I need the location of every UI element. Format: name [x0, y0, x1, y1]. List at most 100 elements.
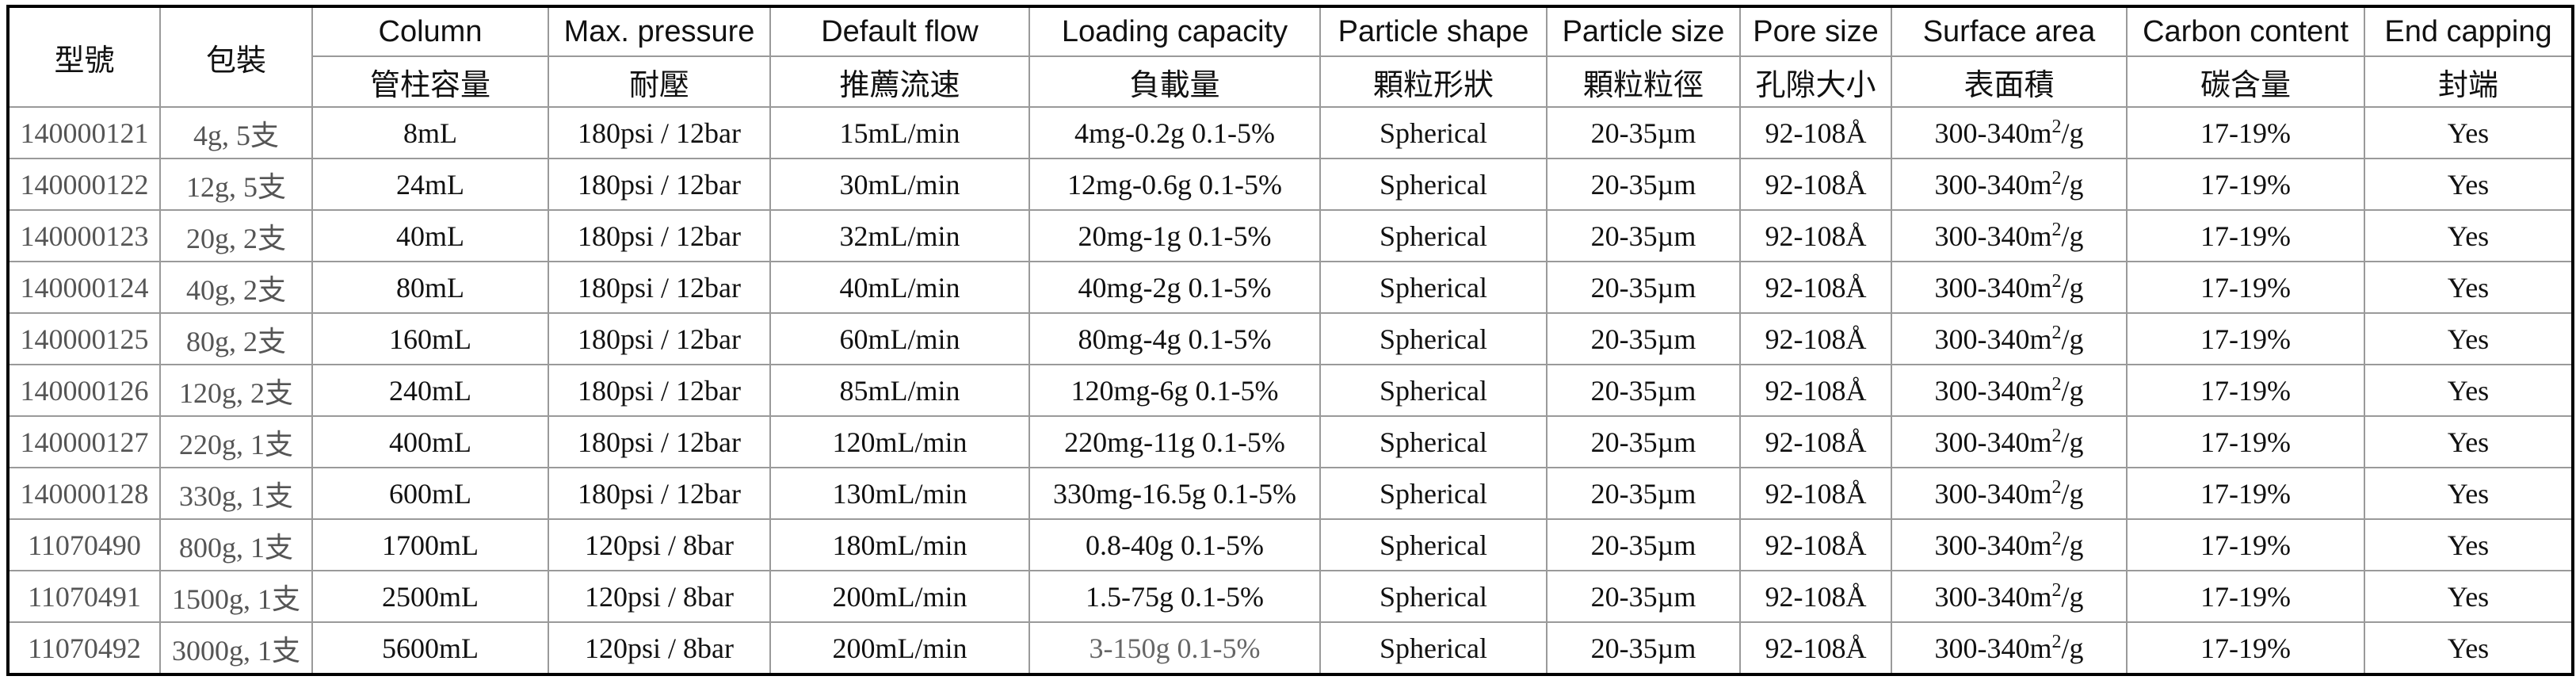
surface-area-exponent: 2 — [2051, 476, 2062, 498]
cell-loading: 12mg-0.6g 0.1-5% — [1028, 158, 1321, 211]
surface-area-value: 300-340m — [1934, 426, 2052, 458]
cell-shape: Spherical — [1319, 312, 1548, 365]
cell-shape: Spherical — [1319, 158, 1548, 211]
cell-column: 40mL — [311, 209, 549, 262]
header-pore-size-en: Pore size — [1739, 6, 1892, 57]
cell-loading: 80mg-4g 0.1-5% — [1028, 312, 1321, 365]
cell-carbon: 17-19% — [2126, 621, 2365, 675]
cell-pore-size: 92-108Å — [1739, 415, 1892, 468]
cell-package: 4g, 5支 — [159, 106, 313, 159]
surface-area-exponent: 2 — [2051, 270, 2062, 292]
cell-pressure: 180psi / 12bar — [548, 158, 771, 211]
table-row: 140000127 220g, 1支 400mL 180psi / 12bar 120m… — [7, 415, 2574, 468]
header-surface-area-en: Surface area — [1891, 6, 2128, 57]
cell-column: 600mL — [311, 467, 549, 520]
cell-carbon: 17-19% — [2126, 364, 2365, 417]
header-flow-zh: 推薦流速 — [769, 55, 1030, 108]
cell-pressure: 120psi / 8bar — [548, 518, 771, 571]
cell-package: 80g, 2支 — [159, 312, 313, 365]
cell-model: 140000121 — [7, 106, 161, 159]
cell-carbon: 17-19% — [2126, 467, 2365, 520]
surface-area-value: 300-340m — [1934, 220, 2052, 252]
cell-pressure: 180psi / 12bar — [548, 209, 771, 262]
cell-shape: Spherical — [1319, 518, 1548, 571]
cell-particle-size: 20-35µm — [1546, 621, 1741, 675]
surface-area-value: 300-340m — [1934, 323, 2052, 355]
header-carbon-zh: 碳含量 — [2126, 55, 2365, 108]
cell-package: 40g, 2支 — [159, 261, 313, 314]
surface-area-exponent: 2 — [2051, 425, 2062, 446]
cell-carbon: 17-19% — [2126, 106, 2365, 159]
cell-capping: Yes — [2364, 570, 2574, 623]
header-row-chinese: 管柱容量 耐壓 推薦流速 負載量 顆粒形狀 顆粒粒徑 孔隙大小 表面積 碳含量 封端 — [8, 55, 2574, 108]
header-pore-size-zh: 孔隙大小 — [1739, 55, 1892, 108]
cell-flow: 60mL/min — [769, 312, 1030, 365]
cell-surface-area: 300-340m2/g — [1891, 518, 2128, 571]
table-row: 140000121 4g, 5支 8mL 180psi / 12bar 15mL/min… — [7, 106, 2574, 159]
table-row: 140000128 330g, 1支 600mL 180psi / 12bar 130m… — [7, 467, 2574, 520]
header-particle-size-en: Particle size — [1546, 6, 1741, 57]
cell-package: 330g, 1支 — [159, 467, 313, 520]
cell-surface-area: 300-340m2/g — [1891, 467, 2128, 520]
cell-package: 800g, 1支 — [159, 518, 313, 571]
cell-flow: 180mL/min — [769, 518, 1030, 571]
cell-shape: Spherical — [1319, 467, 1548, 520]
cell-pressure: 120psi / 8bar — [548, 570, 771, 623]
surface-area-exponent: 2 — [2051, 167, 2062, 189]
spec-table-container: 型號 包裝 Column Max. pressure Default flow Loa… — [6, 5, 2574, 676]
header-package: 包裝 — [159, 6, 313, 108]
surface-area-unit: /g — [2061, 426, 2084, 458]
cell-flow: 15mL/min — [769, 106, 1030, 159]
cell-surface-area: 300-340m2/g — [1891, 364, 2128, 417]
surface-area-exponent: 2 — [2051, 528, 2062, 549]
header-shape-en: Particle shape — [1319, 6, 1548, 57]
cell-package: 220g, 1支 — [159, 415, 313, 468]
cell-shape: Spherical — [1319, 621, 1548, 675]
table-row: 11070490 800g, 1支 1700mL 120psi / 8bar 180mL… — [7, 518, 2574, 571]
cell-pore-size: 92-108Å — [1739, 261, 1892, 314]
cell-loading: 120mg-6g 0.1-5% — [1028, 364, 1321, 417]
cell-pressure: 180psi / 12bar — [548, 415, 771, 468]
header-loading-en: Loading capacity — [1028, 6, 1321, 57]
cell-pressure: 180psi / 12bar — [548, 106, 771, 159]
header-column-zh: 管柱容量 — [311, 55, 549, 108]
cell-model: 140000126 — [7, 364, 161, 417]
cell-flow: 40mL/min — [769, 261, 1030, 314]
header-loading-zh: 負載量 — [1028, 55, 1321, 108]
cell-model: 11070491 — [7, 570, 161, 623]
cell-column: 400mL — [311, 415, 549, 468]
cell-capping: Yes — [2364, 209, 2574, 262]
cell-shape: Spherical — [1319, 415, 1548, 468]
header-capping-zh: 封端 — [2364, 55, 2574, 108]
surface-area-unit: /g — [2061, 117, 2084, 149]
cell-package: 120g, 2支 — [159, 364, 313, 417]
cell-particle-size: 20-35µm — [1546, 364, 1741, 417]
cell-model: 11070492 — [7, 621, 161, 675]
header-carbon-en: Carbon content — [2126, 6, 2365, 57]
cell-surface-area: 300-340m2/g — [1891, 106, 2128, 159]
cell-particle-size: 20-35µm — [1546, 415, 1741, 468]
cell-capping: Yes — [2364, 467, 2574, 520]
cell-particle-size: 20-35µm — [1546, 467, 1741, 520]
cell-column: 240mL — [311, 364, 549, 417]
cell-pore-size: 92-108Å — [1739, 364, 1892, 417]
cell-model: 140000128 — [7, 467, 161, 520]
cell-surface-area: 300-340m2/g — [1891, 158, 2128, 211]
cell-capping: Yes — [2364, 158, 2574, 211]
surface-area-unit: /g — [2061, 632, 2084, 664]
surface-area-value: 300-340m — [1934, 477, 2052, 510]
cell-surface-area: 300-340m2/g — [1891, 415, 2128, 468]
header-shape-zh: 顆粒形狀 — [1319, 55, 1548, 108]
surface-area-exponent: 2 — [2051, 579, 2062, 601]
cell-loading: 220mg-11g 0.1-5% — [1028, 415, 1321, 468]
surface-area-value: 300-340m — [1934, 529, 2052, 561]
surface-area-unit: /g — [2061, 168, 2084, 201]
cell-pore-size: 92-108Å — [1739, 312, 1892, 365]
cell-flow: 130mL/min — [769, 467, 1030, 520]
surface-area-exponent: 2 — [2051, 116, 2062, 137]
cell-capping: Yes — [2364, 106, 2574, 159]
cell-pore-size: 92-108Å — [1739, 518, 1892, 571]
cell-particle-size: 20-35µm — [1546, 209, 1741, 262]
table-row: 140000122 12g, 5支 24mL 180psi / 12bar 30mL/m… — [7, 158, 2574, 211]
cell-capping: Yes — [2364, 415, 2574, 468]
